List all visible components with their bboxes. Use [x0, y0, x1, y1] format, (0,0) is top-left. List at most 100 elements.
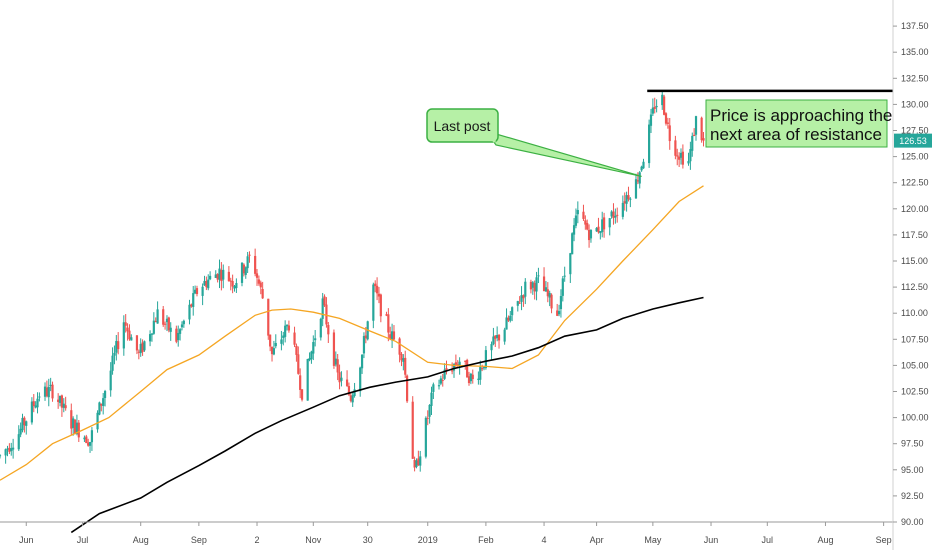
- y-tick-label: 125.00: [901, 152, 929, 162]
- candle-body: [377, 293, 381, 297]
- candle-body: [509, 315, 512, 321]
- candle-body: [267, 298, 270, 336]
- resistance-note-line1: Price is approaching the: [710, 106, 892, 125]
- candle-body: [88, 441, 92, 446]
- candle-body: [12, 447, 15, 450]
- x-tick-label: Sep: [876, 535, 892, 545]
- candle-body: [314, 338, 317, 341]
- candle-body: [77, 422, 80, 438]
- candle-body: [467, 376, 471, 384]
- candle-body: [503, 329, 506, 342]
- last-price-label: 126.53: [899, 136, 927, 146]
- candle-body: [390, 331, 394, 341]
- x-tick-label: Jun: [19, 535, 34, 545]
- x-tick-label: Jul: [77, 535, 89, 545]
- y-tick-label: 132.50: [901, 73, 929, 83]
- candle-body: [192, 293, 195, 307]
- candle-body: [621, 202, 624, 217]
- candle-body: [284, 325, 287, 337]
- candle-body: [437, 385, 441, 387]
- candle-body: [43, 386, 47, 397]
- candle-body: [347, 386, 351, 395]
- candle-body: [648, 124, 651, 164]
- x-tick-label: Feb: [478, 535, 494, 545]
- candle-body: [556, 310, 559, 316]
- candle-body: [589, 229, 593, 239]
- candle-body: [126, 327, 129, 332]
- candle-body: [229, 280, 232, 282]
- candle-body: [218, 268, 221, 280]
- candle-body: [443, 369, 446, 379]
- candle-body: [389, 334, 392, 339]
- candle-body: [387, 314, 390, 333]
- candle-body: [364, 335, 367, 339]
- candle-body: [57, 399, 60, 402]
- candle-body: [535, 277, 538, 292]
- candle-body: [511, 307, 514, 316]
- y-tick-label: 90.00: [901, 517, 924, 527]
- candle-body: [661, 94, 664, 106]
- candle-body: [257, 279, 260, 284]
- candle-body: [299, 375, 302, 390]
- candle-body: [188, 304, 191, 320]
- moving-averages-layer: [0, 185, 704, 534]
- candle-body: [496, 335, 499, 338]
- candle-body: [111, 355, 114, 371]
- candle-body: [100, 403, 103, 406]
- candle-body: [338, 372, 341, 383]
- candle-body: [98, 402, 101, 415]
- candle-body: [327, 324, 330, 335]
- x-tick-label: Jul: [762, 535, 774, 545]
- candle-body: [360, 354, 364, 369]
- candle-body: [492, 336, 495, 345]
- candle-body: [214, 274, 217, 278]
- y-axis[interactable]: 90.00 92.50 95.00 97.50 100.00 102.50 105.00 10…: [892, 0, 932, 550]
- candle-body: [518, 302, 521, 304]
- candle-body: [233, 286, 236, 289]
- candle-body: [85, 436, 88, 444]
- candle-body: [163, 323, 167, 325]
- candle-body: [4, 449, 7, 456]
- candle-body: [235, 283, 238, 288]
- last-post-callout-box[interactable]: [426, 108, 499, 143]
- candle-body: [374, 283, 377, 287]
- candle-body: [96, 412, 99, 430]
- candle-body: [466, 359, 469, 378]
- candle-body: [312, 342, 315, 354]
- candle-body: [139, 343, 142, 354]
- candle-body: [372, 284, 375, 321]
- candle-body: [75, 422, 79, 434]
- callout-joint: [485, 131, 497, 143]
- candle-body: [319, 318, 322, 338]
- candle-body: [612, 211, 615, 218]
- candle-body: [481, 368, 484, 370]
- candle-body: [148, 334, 152, 342]
- candle-body: [156, 309, 159, 324]
- candle-body: [242, 264, 245, 274]
- candle-body: [490, 344, 493, 351]
- y-tick-label: 130.00: [901, 99, 929, 109]
- candle-body: [651, 107, 654, 114]
- candle-body: [638, 172, 641, 184]
- candle-body: [655, 105, 658, 108]
- candle-body: [599, 231, 602, 234]
- candle-body: [694, 116, 698, 135]
- candle-body: [576, 210, 579, 215]
- candle-body: [222, 269, 225, 280]
- candle-body: [349, 395, 352, 401]
- candle-body: [426, 417, 429, 419]
- candle-body: [557, 311, 561, 315]
- candle-body: [642, 161, 645, 169]
- candle-body: [177, 332, 180, 341]
- x-tick-label: 30: [363, 535, 373, 545]
- candle-body: [561, 278, 564, 296]
- resistance-note-box[interactable]: [705, 99, 888, 148]
- candle-body: [595, 228, 598, 232]
- candle-body: [681, 151, 684, 165]
- y-tick-label: 120.00: [901, 204, 929, 214]
- x-axis[interactable]: Jun Jul Aug Sep 2 Nov 30 2019 Feb 4 Apr May Jun Jul Au…: [0, 521, 893, 545]
- candle-body: [385, 314, 388, 316]
